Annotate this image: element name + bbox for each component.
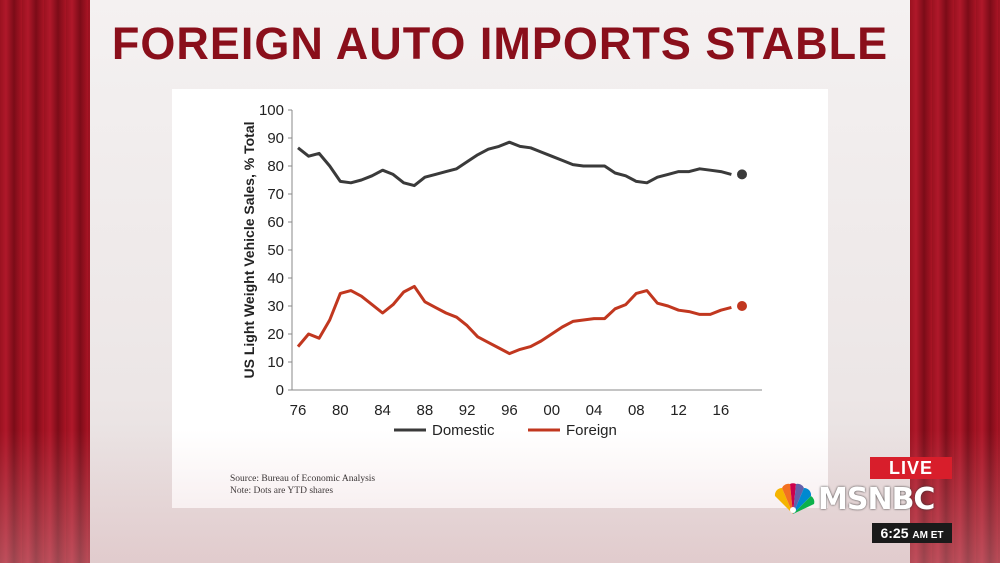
network-logo: MSNBC: [770, 482, 960, 518]
series-line-foreign: [296, 284, 732, 356]
y-tick-label: 90: [267, 130, 284, 147]
headline: FOREIGN AUTO IMPORTS STABLE: [111, 18, 889, 69]
y-tick-label: 30: [267, 298, 284, 315]
y-tick-label: 50: [267, 242, 284, 259]
y-axis-label: US Light Weight Vehicle Sales, % Total: [241, 122, 257, 379]
chart-card: 0 10 20 30 40 50 60 70 80 90 100 76 80 84 88 92 96 00 04 08…: [172, 89, 828, 508]
x-tick-label: 00: [543, 402, 560, 419]
x-tick-label: 76: [290, 402, 307, 419]
y-tick-label: 0: [276, 382, 284, 399]
y-tick-label: 40: [267, 270, 284, 287]
ytd-dot-foreign: [737, 301, 747, 311]
live-badge: LIVE: [870, 457, 952, 479]
y-tick-label: 20: [267, 326, 284, 343]
left-backdrop: [0, 0, 90, 563]
legend-label-foreign: Foreign: [566, 422, 617, 439]
clock-suffix: AM ET: [912, 530, 944, 541]
y-tick-label: 100: [259, 102, 284, 119]
dots-note: Note: Dots are YTD shares: [230, 486, 334, 496]
clock: 6:25 AM ET: [872, 523, 952, 543]
source-note: Source: Bureau of Economic Analysis: [230, 474, 376, 484]
x-tick-label: 84: [374, 402, 391, 419]
x-tick-label: 08: [628, 402, 645, 419]
y-tick-label: 80: [267, 158, 284, 175]
peacock-icon: [774, 483, 815, 514]
x-tick-label: 80: [332, 402, 349, 419]
x-tick-label: 92: [459, 402, 476, 419]
legend-label-domestic: Domestic: [432, 422, 495, 439]
x-tick-label: 88: [417, 402, 434, 419]
network-name: MSNBC: [818, 482, 935, 517]
x-tick-label: 96: [501, 402, 518, 419]
series-line-domestic: [297, 140, 732, 188]
ytd-dot-domestic: [737, 169, 747, 180]
x-tick-label: 04: [586, 402, 603, 419]
clock-time: 6:25: [880, 525, 909, 541]
y-tick-label: 70: [267, 186, 284, 203]
y-tick-label: 60: [267, 214, 284, 231]
y-tick-label: 10: [267, 354, 284, 371]
line-chart: 0 10 20 30 40 50 60 70 80 90 100 76 80 84 88 92 96 00 04 08…: [241, 102, 762, 439]
x-tick-label: 16: [713, 402, 730, 419]
x-tick-label: 12: [670, 402, 687, 419]
